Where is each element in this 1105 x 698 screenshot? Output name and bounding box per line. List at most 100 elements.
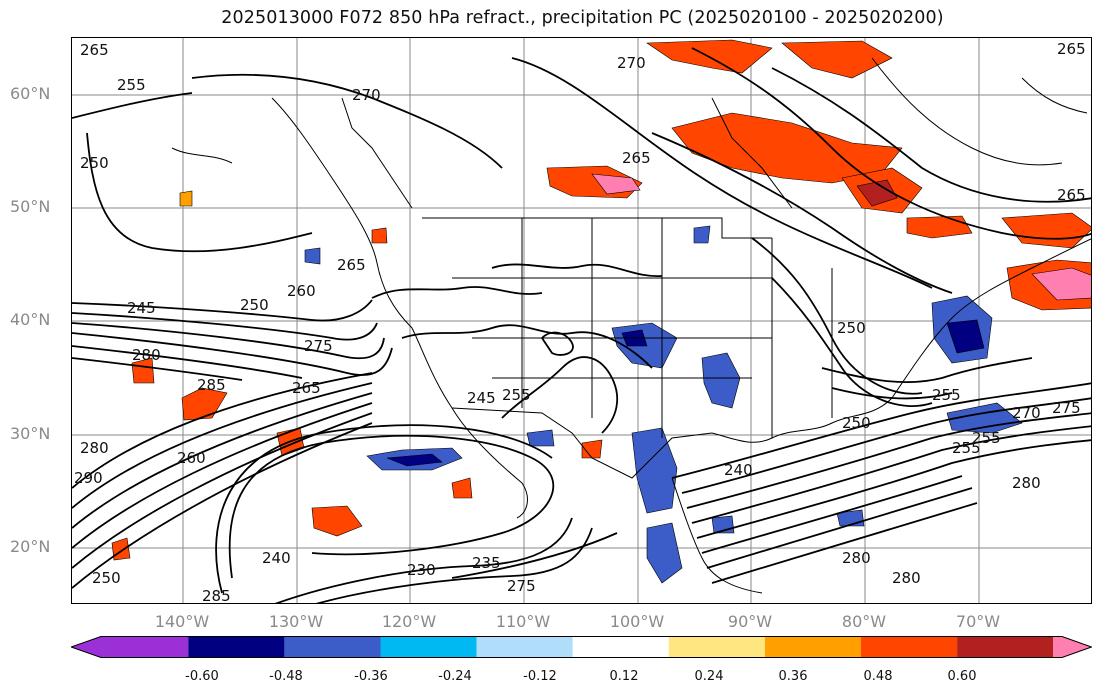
- lat-label: 30°N: [10, 424, 51, 443]
- contour-line: [72, 345, 303, 379]
- lon-label: 100°W: [609, 612, 665, 631]
- contour-line: [72, 312, 378, 341]
- pc-positive-area: [581, 439, 603, 459]
- lon-label: 130°W: [268, 612, 324, 631]
- contour-line: [671, 382, 1091, 479]
- lon-label: 90°W: [727, 612, 773, 631]
- colorbar-segment: [957, 636, 1054, 658]
- colorbar-tick-label: -0.60: [185, 669, 219, 684]
- contour-label: 265: [292, 379, 321, 397]
- pc-positive-area: [451, 477, 473, 499]
- pc-positive-area: [181, 387, 228, 421]
- pc-negative-area: [946, 319, 985, 354]
- contour-label: 230: [407, 561, 436, 579]
- pc-positive-area: [781, 40, 893, 79]
- colorbar-segment: [284, 636, 381, 658]
- colorbar-tick-label: 0.12: [609, 669, 639, 684]
- contour-label: 240: [262, 549, 291, 567]
- contour-line: [701, 475, 963, 554]
- pc-negative-area: [701, 352, 741, 409]
- contour-line: [72, 402, 373, 549]
- colorbar-tick-label: 0.48: [863, 669, 893, 684]
- contour-label: 275: [304, 337, 333, 355]
- contour-label: 255: [972, 429, 1001, 447]
- pc-positive-area: [371, 227, 388, 244]
- contour-line: [72, 382, 373, 509]
- contour-label: 235: [472, 554, 501, 572]
- contour-labels: 265 255 270 270 250 265 265 265 265 260 …: [74, 40, 1086, 604]
- contour-label: 265: [622, 149, 651, 167]
- contour-label: 290: [74, 469, 103, 487]
- pc-positive-area: [671, 112, 903, 184]
- contour-label: 250: [240, 296, 269, 314]
- contour-label: 260: [287, 282, 316, 300]
- contour-line: [72, 322, 385, 360]
- contour-label: 280: [1012, 474, 1041, 492]
- pc-positive-area: [131, 357, 155, 384]
- colorbar-segment: [476, 636, 573, 658]
- colorbar-tick-label: -0.24: [438, 669, 472, 684]
- colorbar-segment: [1062, 636, 1092, 658]
- pc-positive-area: [311, 505, 363, 537]
- contour-label: 255: [502, 386, 531, 404]
- contour-label: 280: [80, 439, 109, 457]
- contour-line: [491, 263, 663, 277]
- contour-line: [191, 73, 503, 169]
- colorbar-segment: [188, 636, 285, 658]
- contour-label: 255: [117, 76, 146, 94]
- contour-label: 250: [837, 319, 866, 337]
- contour-label: 270: [352, 86, 381, 104]
- contour-label: 285: [197, 376, 226, 394]
- colorbar-segment: [861, 636, 958, 658]
- contour-label: 270: [617, 54, 646, 72]
- contour-label: 250: [80, 154, 109, 172]
- lon-label: 140°W: [154, 612, 210, 631]
- lat-label: 20°N: [10, 537, 51, 556]
- contour-label: 245: [467, 389, 496, 407]
- lon-label: 80°W: [841, 612, 887, 631]
- contour-line: [72, 392, 373, 529]
- pc-negative-area: [693, 225, 711, 244]
- contour-label: 280: [892, 569, 921, 587]
- pc-positive-area: [906, 215, 973, 239]
- pc-negative-area: [304, 247, 321, 265]
- lon-label: 110°W: [495, 612, 551, 631]
- contour-label: 280: [132, 346, 161, 364]
- pc-negative-area: [631, 427, 678, 514]
- contour-label: 250: [92, 569, 121, 587]
- pc-positive-area: [856, 179, 898, 207]
- contour-label: 265: [1057, 40, 1086, 58]
- lon-label: 120°W: [381, 612, 437, 631]
- map-svg: 265 255 270 270 250 265 265 265 265 260 …: [72, 38, 1091, 604]
- contour-line: [501, 356, 619, 434]
- pc-positive-area: [591, 173, 641, 195]
- colorbar-tick-label: -0.12: [523, 669, 557, 684]
- contour-line: [771, 67, 1091, 203]
- contour-line: [315, 527, 593, 603]
- contour-label: 285: [202, 587, 231, 604]
- precip-shading: [111, 39, 1091, 584]
- contour-line: [686, 412, 1091, 509]
- contour-line: [228, 434, 555, 579]
- lon-label: 70°W: [955, 612, 1001, 631]
- pc-negative-area: [526, 429, 555, 447]
- contour-line: [72, 357, 243, 381]
- contour-line: [72, 332, 393, 376]
- contour-label: 275: [507, 577, 536, 595]
- coastlines-borders: [171, 57, 1091, 594]
- pc-negative-area: [386, 453, 443, 467]
- contour-line: [371, 286, 543, 299]
- contour-line: [451, 532, 618, 579]
- contour-label: 240: [724, 461, 753, 479]
- pc-negative-area: [646, 522, 683, 584]
- contour-line: [751, 237, 923, 395]
- contour-line: [691, 47, 1091, 240]
- contour-label: 265: [1057, 186, 1086, 204]
- contour-line: [771, 277, 933, 407]
- contour-line: [540, 331, 574, 356]
- colorbar-segment: [380, 636, 477, 658]
- contour-label: 275: [1052, 399, 1081, 417]
- colorbar-segment: [572, 636, 669, 658]
- colorbar: [71, 636, 1092, 658]
- contour-line: [215, 424, 553, 594]
